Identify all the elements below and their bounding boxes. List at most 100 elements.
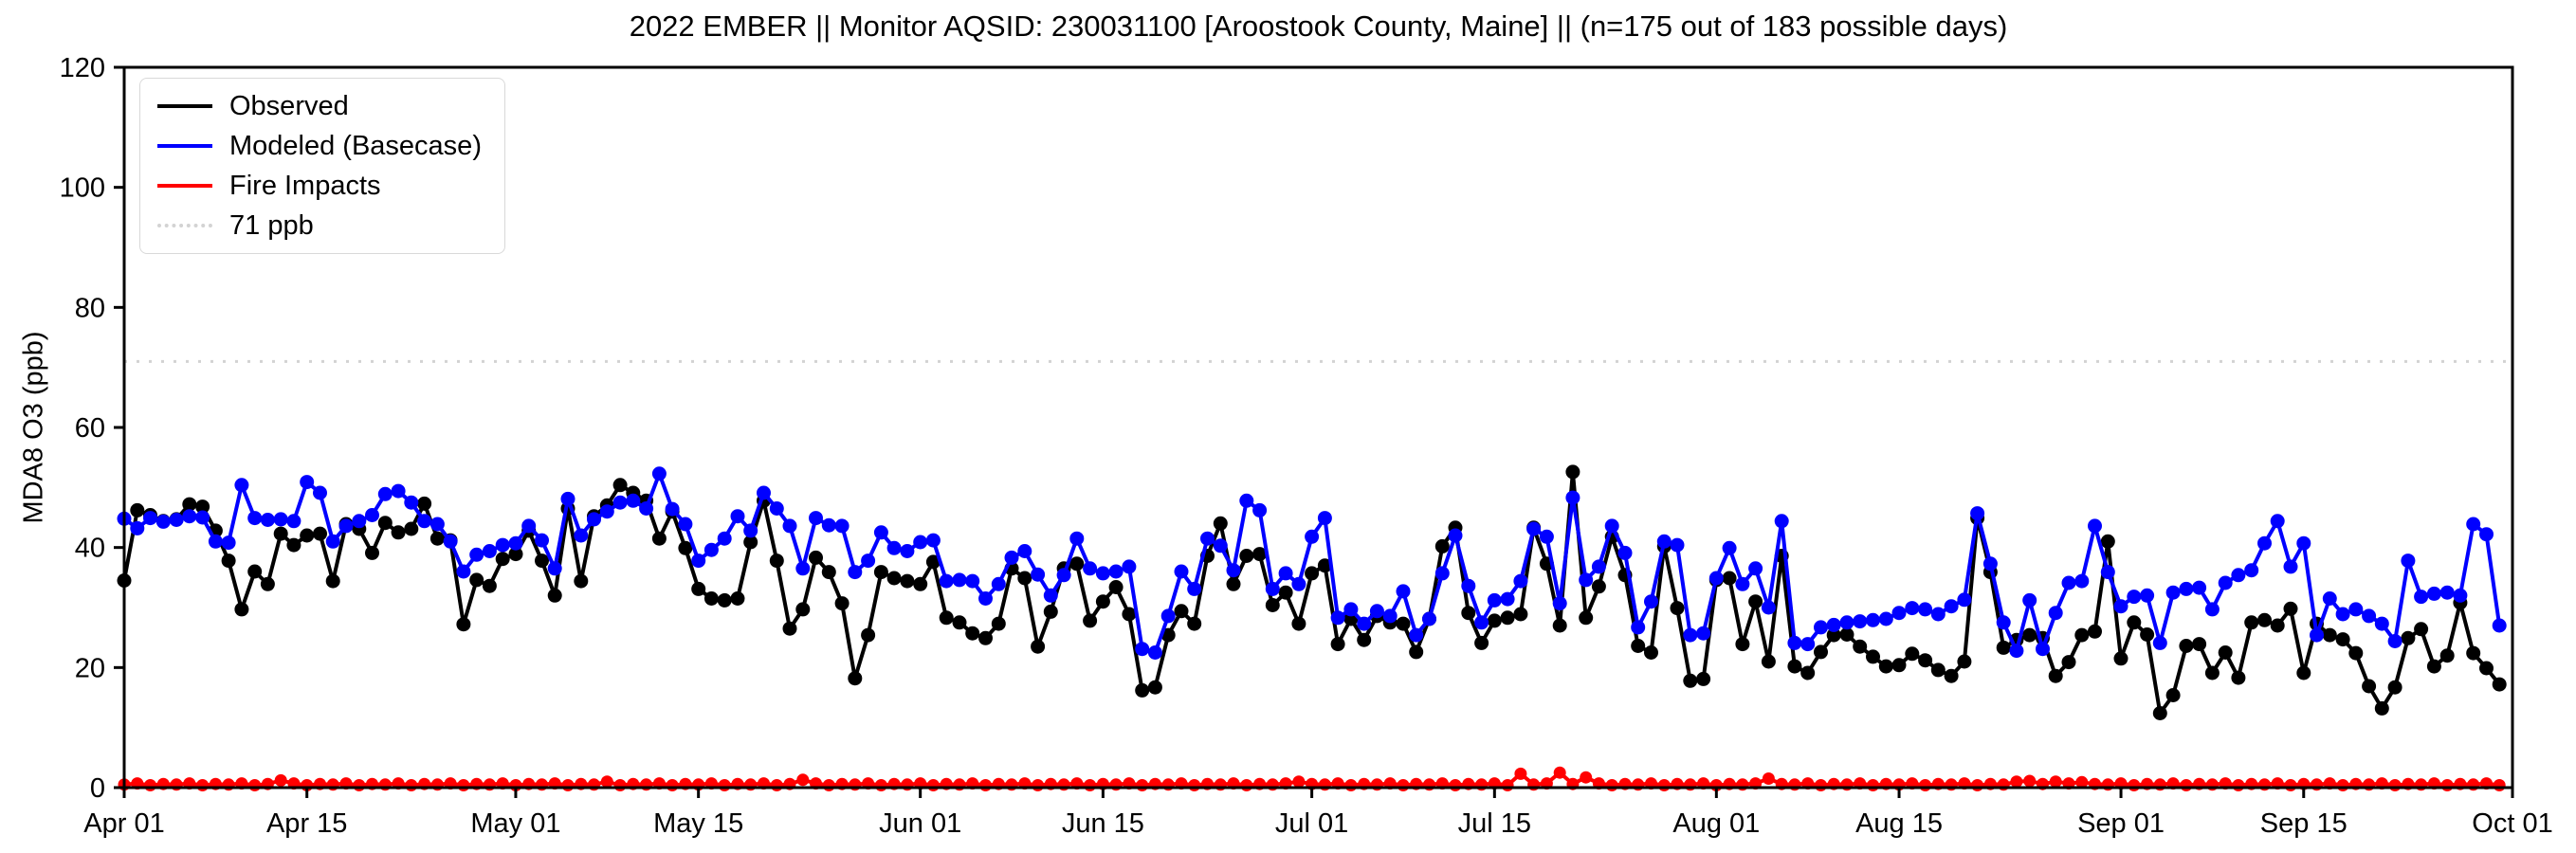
data-point [1591, 579, 1606, 594]
legend-item-fire: Fire Impacts [157, 170, 482, 202]
y-tick-label: 80 [75, 293, 105, 323]
data-point [587, 512, 601, 527]
data-point [757, 485, 771, 500]
data-point [703, 591, 719, 606]
data-point [1032, 779, 1045, 791]
data-point [1800, 665, 1816, 681]
data-point [1722, 571, 1737, 586]
data-point [1957, 592, 1972, 608]
data-point [2387, 680, 2402, 695]
data-point [2192, 637, 2207, 652]
data-point [1108, 580, 1124, 594]
data-point [1513, 607, 1528, 622]
data-point [1552, 618, 1567, 633]
data-point [2113, 651, 2128, 666]
data-point [1539, 529, 1554, 544]
modeled-line-swatch [157, 144, 212, 148]
data-point [1382, 608, 1398, 624]
data-point [1501, 779, 1514, 791]
data-point [2493, 779, 2506, 791]
data-point [1448, 528, 1463, 543]
data-point [2074, 627, 2090, 643]
data-point [1579, 610, 1594, 626]
data-point [2453, 588, 2468, 603]
fire-line-swatch [157, 184, 212, 188]
data-point [678, 540, 693, 555]
data-point [1357, 616, 1372, 631]
data-point [2061, 575, 2076, 590]
data-point [1317, 511, 1332, 526]
y-tick-label: 40 [75, 534, 105, 564]
data-point [665, 501, 680, 517]
data-point [2439, 585, 2455, 600]
data-point [1944, 599, 1959, 614]
data-point [313, 526, 327, 541]
data-point [2048, 606, 2063, 621]
data-point [691, 554, 706, 569]
data-point [1814, 644, 1828, 660]
data-point [639, 501, 654, 516]
data-point [1800, 637, 1816, 652]
data-point [703, 542, 719, 557]
data-point [2270, 514, 2285, 529]
data-point [965, 626, 980, 641]
data-point [495, 552, 510, 567]
data-point [717, 592, 732, 608]
data-point [535, 533, 549, 548]
data-point [978, 591, 993, 606]
data-point [2127, 590, 2142, 605]
data-point [469, 547, 484, 562]
data-point [666, 779, 679, 791]
data-point [196, 779, 210, 791]
data-point [2204, 665, 2220, 681]
data-point [2088, 624, 2102, 639]
data-point [1748, 594, 1763, 609]
data-point [1135, 682, 1150, 698]
data-point [1226, 576, 1241, 591]
data-point [1069, 531, 1085, 546]
data-point [1239, 493, 1254, 508]
x-tick-label: Aug 15 [1855, 808, 1943, 839]
data-point [1252, 547, 1268, 562]
data-point [2048, 668, 2063, 683]
data-point [1839, 615, 1854, 630]
data-point [2165, 585, 2181, 600]
data-point [1357, 632, 1372, 647]
data-point [1644, 594, 1658, 609]
y-axis-label: MDA8 O3 (ppb) [18, 331, 49, 524]
legend-item-threshold: 71 ppb [157, 209, 482, 242]
legend-label: 71 ppb [229, 209, 314, 241]
data-point [1083, 561, 1098, 576]
data-point [2180, 779, 2193, 791]
data-point [1930, 662, 1946, 678]
data-point [2218, 575, 2233, 590]
data-point [1031, 639, 1046, 654]
data-point [2074, 573, 2090, 589]
data-point [1513, 573, 1528, 589]
data-point [2426, 659, 2441, 674]
data-point [130, 520, 145, 535]
x-tick-label: Sep 15 [2260, 808, 2348, 839]
data-point [1239, 549, 1254, 563]
x-tick-label: May 01 [470, 808, 560, 839]
data-point [2218, 645, 2233, 660]
data-point [365, 508, 379, 522]
data-point [1657, 779, 1671, 791]
data-point [208, 534, 223, 549]
data-point [286, 537, 301, 553]
data-point [1409, 627, 1424, 643]
data-point [1305, 566, 1320, 581]
data-point [2414, 590, 2429, 605]
data-point [1814, 620, 1828, 635]
data-point [2362, 608, 2377, 624]
data-point [1982, 556, 1998, 572]
data-point [457, 779, 470, 791]
data-point [1122, 607, 1137, 622]
data-point [1853, 639, 1868, 654]
data-point [260, 513, 275, 527]
data-point [2179, 581, 2194, 596]
data-point [2231, 568, 2246, 583]
legend-item-modeled: Modeled (Basecase) [157, 130, 482, 162]
data-point [900, 544, 915, 558]
